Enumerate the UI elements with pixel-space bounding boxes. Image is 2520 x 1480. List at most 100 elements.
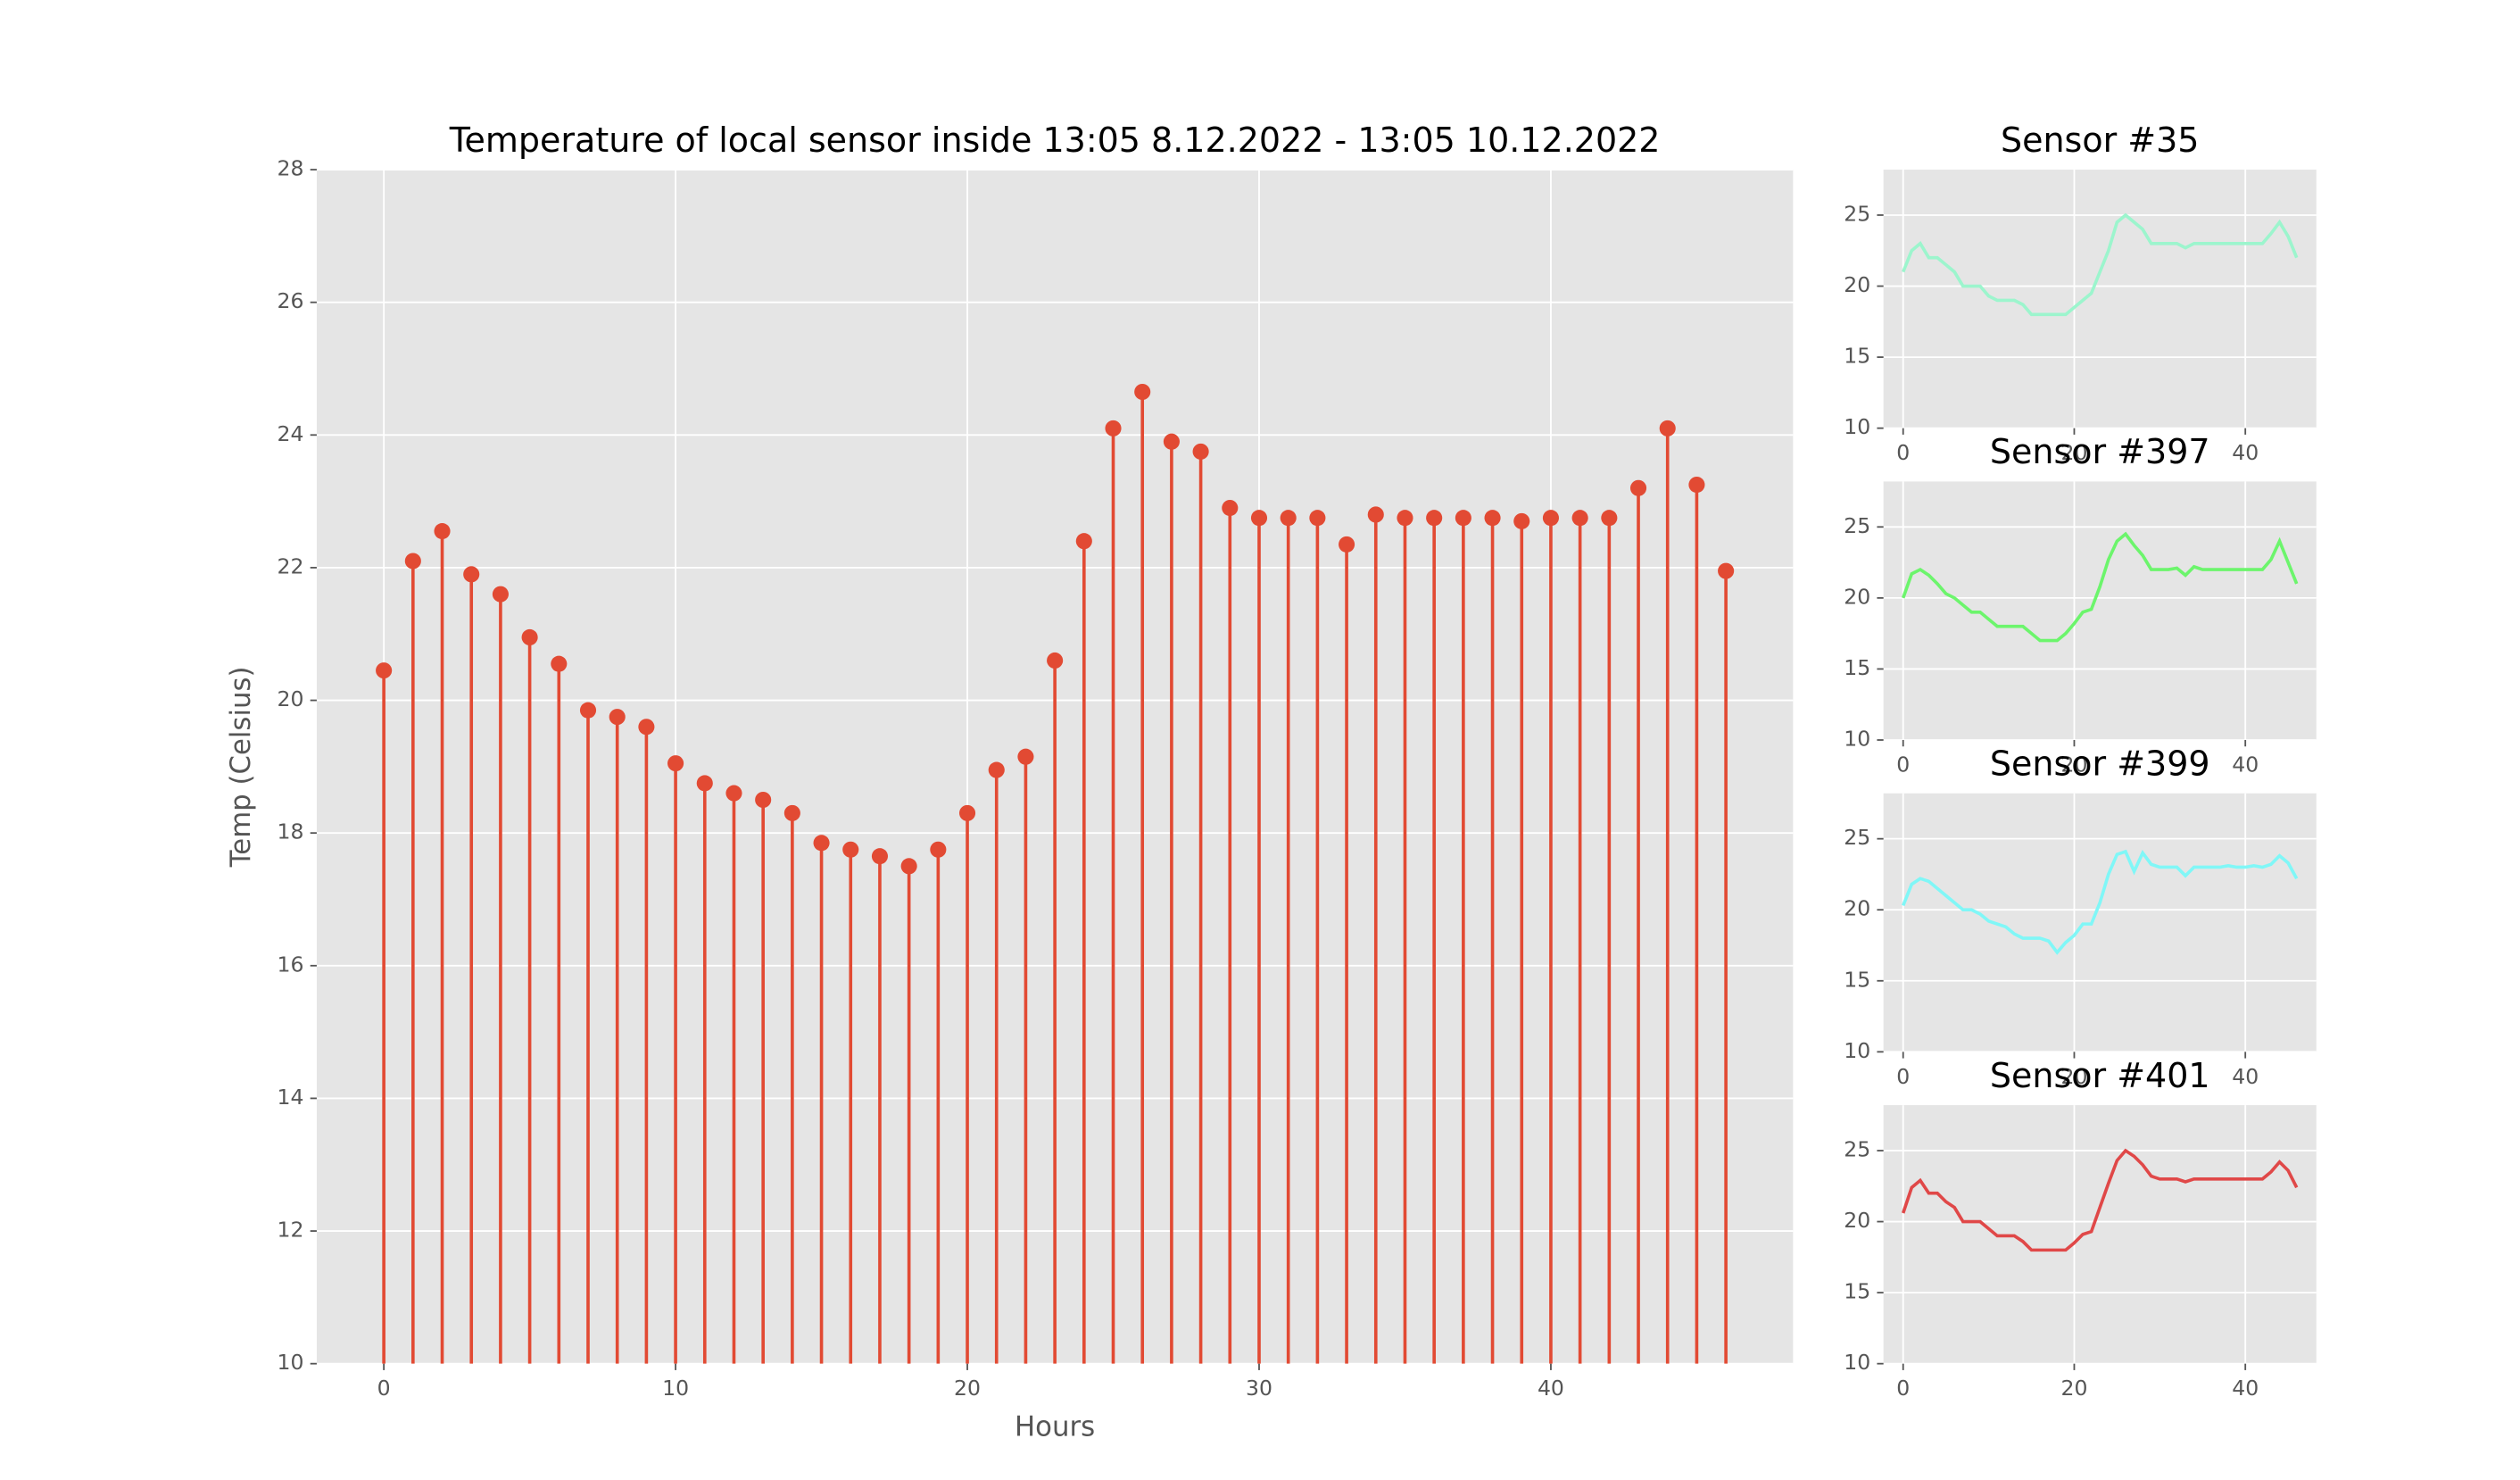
stem-marker xyxy=(988,761,1005,778)
stem-marker xyxy=(1455,510,1471,527)
stem-marker xyxy=(1688,476,1705,494)
plot-area xyxy=(1883,481,2317,740)
y-tick-label: 16 xyxy=(278,952,304,977)
x-tick-label: 0 xyxy=(1896,752,1910,777)
stem-marker xyxy=(1192,443,1209,460)
stem-marker xyxy=(696,775,713,792)
stem-marker xyxy=(1222,499,1239,517)
stem-marker xyxy=(1659,420,1676,437)
chart-title: Sensor #35 xyxy=(2001,121,2200,160)
stem-marker xyxy=(492,586,509,603)
stem-marker xyxy=(1280,510,1297,527)
stem-marker xyxy=(1105,420,1122,437)
stem-marker xyxy=(1047,652,1064,669)
line xyxy=(1902,531,2299,643)
y-tick-label: 26 xyxy=(278,288,304,313)
x-tick-label: 40 xyxy=(2232,440,2259,465)
stem-marker xyxy=(1571,510,1588,527)
x-tick-label: 40 xyxy=(2232,1064,2259,1089)
y-tick-label: 10 xyxy=(1844,1350,1870,1375)
stem-marker xyxy=(958,804,976,821)
x-tick-label: 0 xyxy=(377,1376,391,1401)
y-tick-label: 12 xyxy=(278,1218,304,1243)
y-tick-label: 10 xyxy=(278,1350,304,1375)
stem-marker xyxy=(1367,506,1384,523)
y-tick-label: 22 xyxy=(278,553,304,578)
stem-marker xyxy=(1075,533,1092,550)
y-tick-label: 15 xyxy=(1844,967,1870,992)
stem-marker xyxy=(376,662,393,679)
stem-marker xyxy=(463,566,480,583)
x-tick-label: 20 xyxy=(2060,1376,2087,1401)
stem-marker xyxy=(900,858,917,875)
stem-marker xyxy=(579,702,597,719)
stem-marker xyxy=(1017,748,1034,765)
chart-title: Temperature of local sensor inside 13:05… xyxy=(449,121,1661,160)
chart-title: Sensor #397 xyxy=(1990,432,2210,471)
y-tick-label: 20 xyxy=(1844,1208,1870,1233)
stem-marker xyxy=(1309,510,1326,527)
y-tick-label: 15 xyxy=(1844,1279,1870,1304)
y-tick-label: 14 xyxy=(278,1085,304,1110)
y-tick-label: 25 xyxy=(1844,201,1870,226)
x-tick-label: 20 xyxy=(2060,752,2087,777)
stem-marker xyxy=(667,755,684,772)
y-tick-label: 25 xyxy=(1844,1136,1870,1161)
x-tick-label: 0 xyxy=(1896,440,1910,465)
line xyxy=(1902,212,2299,317)
stem-marker xyxy=(1339,536,1355,553)
x-tick-label: 0 xyxy=(1896,1064,1910,1089)
stem-marker xyxy=(609,709,626,726)
stem-marker xyxy=(755,791,772,809)
stem-marker xyxy=(1426,510,1443,527)
x-tick-label: 0 xyxy=(1896,1376,1910,1401)
stem-marker xyxy=(783,804,800,821)
y-tick-label: 10 xyxy=(1844,1038,1870,1063)
stem-marker xyxy=(521,628,538,646)
x-tick-label: 40 xyxy=(1538,1376,1564,1401)
stem-marker xyxy=(434,523,451,540)
y-tick-label: 15 xyxy=(1844,655,1870,680)
stem-marker xyxy=(1397,510,1413,527)
plot-area xyxy=(1883,170,2317,428)
chart-title: Sensor #401 xyxy=(1990,1056,2210,1095)
y-tick-label: 24 xyxy=(278,421,304,446)
stem-marker xyxy=(1484,510,1501,527)
x-tick-label: 20 xyxy=(2060,440,2087,465)
x-tick-label: 20 xyxy=(954,1376,981,1401)
stem-marker xyxy=(1513,512,1530,529)
y-tick-label: 15 xyxy=(1844,344,1870,369)
y-tick-label: 20 xyxy=(1844,896,1870,921)
stem-marker xyxy=(551,655,568,672)
stem-marker xyxy=(1718,562,1735,579)
line xyxy=(1902,849,2299,955)
y-tick-label: 20 xyxy=(278,686,304,711)
plot-area xyxy=(1883,793,2317,1052)
stem-marker xyxy=(813,835,830,852)
y-tick-label: 20 xyxy=(1844,584,1870,609)
y-tick-label: 20 xyxy=(1844,272,1870,297)
stem-marker xyxy=(725,785,742,802)
stem-marker xyxy=(1163,433,1180,450)
stem-marker xyxy=(1629,479,1647,496)
line xyxy=(1902,1148,2299,1252)
y-tick-label: 18 xyxy=(278,819,304,844)
stem-marker xyxy=(1601,510,1618,527)
x-tick-label: 30 xyxy=(1246,1376,1272,1401)
stem-marker xyxy=(930,841,947,858)
stem-marker xyxy=(871,848,889,865)
x-tick-label: 40 xyxy=(2232,1376,2259,1401)
x-tick-label: 20 xyxy=(2060,1064,2087,1089)
stem-marker xyxy=(1134,383,1151,401)
x-axis-label: Hours xyxy=(1015,1411,1095,1443)
stem-marker xyxy=(1250,510,1268,527)
stem-marker xyxy=(404,553,421,570)
chart-title: Sensor #399 xyxy=(1990,744,2210,783)
x-tick-label: 40 xyxy=(2232,752,2259,777)
plot-area xyxy=(1883,1105,2317,1364)
y-tick-label: 10 xyxy=(1844,414,1870,439)
y-tick-label: 25 xyxy=(1844,513,1870,538)
stem-marker xyxy=(638,719,655,736)
y-tick-label: 28 xyxy=(278,156,304,181)
